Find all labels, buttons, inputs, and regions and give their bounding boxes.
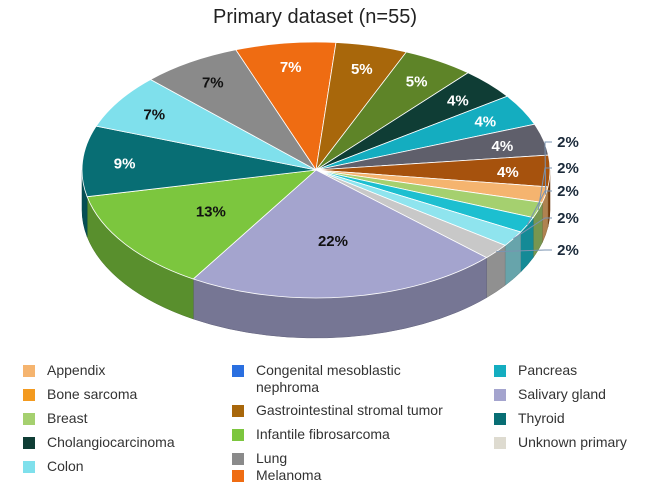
- pie-label-7: 2%: [557, 134, 579, 151]
- legend-swatch: [232, 429, 244, 441]
- legend-swatch: [494, 437, 506, 449]
- pie-label-15: 7%: [143, 107, 165, 124]
- legend-label: Infantile fibrosarcoma: [256, 426, 390, 442]
- legend-swatch: [23, 461, 35, 473]
- pie-slice-14: [81, 125, 317, 198]
- pie-label-13: 13%: [196, 204, 226, 221]
- pie-label-14: 9%: [114, 156, 136, 173]
- pie-slice-12: [192, 169, 488, 299]
- legend-label: Lung: [256, 450, 288, 466]
- legend-swatch: [494, 389, 506, 401]
- legend-swatch: [23, 413, 35, 425]
- legend-swatch: [23, 437, 35, 449]
- legend-swatch: [23, 389, 35, 401]
- legend-swatch: [494, 365, 506, 377]
- pie-label-9: 2%: [557, 183, 579, 200]
- pie-labels: 7% 5% 5% 4% 4% 4% 4% 2% 2% 2% 2% 2% 22% 13% 9% 7% 7%: [114, 59, 579, 259]
- pie-slice-16: [149, 49, 317, 171]
- legend-label: Appendix: [47, 362, 106, 378]
- pie-label-0: 7%: [280, 59, 302, 76]
- pie-label-1: 5%: [351, 61, 373, 78]
- legend-label: Cholangiocarcinoma: [47, 434, 175, 450]
- pie-label-11: 2%: [557, 242, 579, 259]
- leader-line-11: [496, 249, 552, 253]
- leader-line-9: [526, 190, 552, 226]
- pie-label-12: 22%: [318, 233, 348, 250]
- pie-label-4: 4%: [474, 114, 496, 131]
- legend-label: Gastrointestinal stromal tumor: [256, 402, 443, 418]
- pie-label-2: 5%: [406, 74, 428, 91]
- pie-label-5: 4%: [491, 138, 513, 155]
- pie-label-16: 7%: [202, 75, 224, 92]
- leader-line-7: [544, 141, 552, 195]
- legend-label: Unknown primary: [518, 434, 627, 450]
- legend-label: Pancreas: [518, 362, 578, 378]
- legend-swatch: [232, 365, 244, 377]
- pie-label-8: 2%: [557, 160, 579, 177]
- legend-label: Breast: [47, 410, 88, 426]
- legend-label: Bone sarcoma: [47, 386, 138, 402]
- pie-top: [81, 41, 551, 299]
- legend-label: Melanoma: [256, 467, 322, 483]
- chart-title: Primary dataset (n=55): [213, 6, 417, 28]
- legend-label: Thyroid: [518, 410, 565, 426]
- legend-swatch: [494, 413, 506, 425]
- legend-label: Colon: [47, 458, 84, 474]
- legend-swatch: [232, 470, 244, 482]
- legend-swatch: [232, 405, 244, 417]
- legend-swatch: [232, 453, 244, 465]
- pie-slice-13: [86, 169, 318, 280]
- leader-line-8: [537, 167, 552, 211]
- pie-label-6: 4%: [497, 164, 519, 181]
- pie-side: [81, 169, 551, 339]
- pie-label-3: 4%: [447, 92, 469, 109]
- pie-label-10: 2%: [557, 210, 579, 227]
- leader-line-10: [513, 217, 552, 240]
- legend-swatch: [23, 365, 35, 377]
- legend-label: Congenital mesoblastic nephroma: [256, 362, 401, 395]
- pie-chart: 7% 5% 5% 4% 4% 4% 4% 2% 2% 2% 2% 2% 22% 13% 9% 7% 7%: [81, 41, 579, 339]
- legend-label: Salivary gland: [518, 386, 606, 402]
